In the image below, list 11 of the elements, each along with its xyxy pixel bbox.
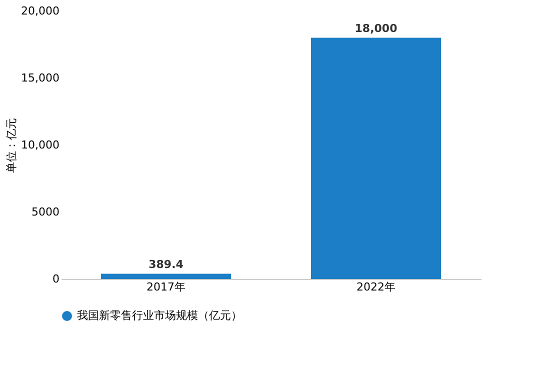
text: 389.4 (148, 258, 184, 271)
x-tick-label: 2022年 (356, 280, 396, 294)
legend-label: 我国新零售行业市场规模（亿元） (77, 309, 242, 322)
y-tick-label: 10,000 (21, 138, 60, 152)
text: 18,000 (354, 22, 398, 35)
y-tick-label: 5000 (32, 206, 60, 218)
x-tick-label: 2017年 (146, 280, 186, 294)
y-axis-title: 单位：亿元 (5, 118, 18, 173)
y-tick-label: 0 (52, 272, 60, 286)
y-tick-label: 20,000 (21, 4, 60, 18)
y-tick-label: 15,000 (21, 72, 60, 84)
